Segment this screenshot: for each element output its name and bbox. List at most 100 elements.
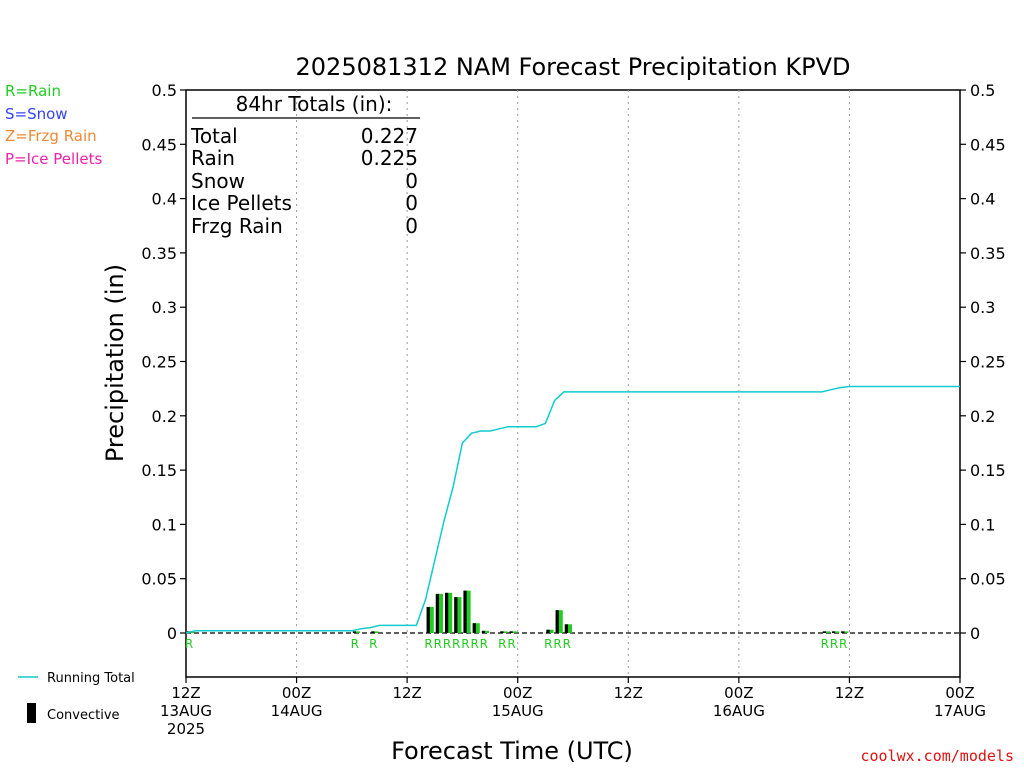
precip-bar — [564, 624, 572, 633]
left-tick-label: 0.25 — [141, 353, 177, 372]
left-tick-label: 0.3 — [152, 298, 177, 317]
right-tick-label: 0.25 — [970, 353, 1006, 372]
precip-bar — [841, 631, 849, 633]
precip-bar — [481, 630, 490, 633]
precip-type-label: R — [434, 637, 442, 651]
bottom-tick-label: 14AUG — [271, 702, 323, 720]
bottom-tick-label: 00Z — [503, 684, 532, 702]
precip-bar — [371, 631, 379, 633]
right-axis: 0.5 0.45 0.4 0.35 0.3 0.25 0.2 0.15 0.1 0.05 0 — [960, 81, 1006, 643]
left-tick-label: 0.4 — [152, 190, 177, 209]
precip-type-label: R — [544, 637, 552, 651]
precip-type-label: R — [470, 637, 478, 651]
convective-bar — [472, 623, 476, 633]
precip-type-label: R — [369, 637, 377, 651]
x-axis-title: Forecast Time (UTC) — [391, 737, 633, 765]
precip-bar — [500, 631, 508, 633]
precip-type-legend: R=Rain S=Snow Z=Frzg Rain P=Ice Pellets — [5, 82, 102, 168]
precip-type-label: R — [553, 637, 561, 651]
y-axis-title: Precipitation (in) — [101, 264, 129, 462]
bottom-tick-label: 15AUG — [492, 702, 544, 720]
convective-bar — [832, 631, 836, 633]
precip-bar — [454, 597, 462, 633]
convective-legend-swatch — [27, 703, 36, 723]
precip-type-label: R — [821, 637, 829, 651]
right-tick-label: 0.3 — [970, 298, 995, 317]
left-tick-label: 0.15 — [141, 461, 177, 480]
precip-type-label: R — [351, 637, 359, 651]
precip-type-label: R — [480, 637, 488, 651]
totals-ice-pellets-label: Ice Pellets — [191, 191, 292, 215]
totals-heading: 84hr Totals (in): — [236, 92, 393, 116]
convective-bar — [445, 592, 449, 633]
chart-title: 2025081312 NAM Forecast Precipitation KP… — [296, 53, 851, 81]
convective-bar — [371, 631, 375, 633]
precip-bar — [426, 606, 434, 633]
right-tick-label: 0.45 — [970, 135, 1006, 154]
left-tick-label: 0.35 — [141, 244, 177, 263]
precip-type-label: R — [563, 637, 571, 651]
precip-bar — [555, 610, 563, 633]
precip-type-label: R — [461, 637, 469, 651]
right-tick-label: 0.05 — [970, 570, 1006, 589]
totals-panel: 84hr Totals (in): Total 0.227 Rain 0.225… — [190, 92, 420, 238]
totals-snow-value: 0 — [405, 169, 418, 193]
totals-ice-pellets-value: 0 — [405, 191, 418, 215]
convective-bar — [463, 590, 467, 633]
credit-text: coolwx.com/models — [860, 747, 1014, 765]
bottom-tick-label: 00Z — [945, 684, 974, 702]
running-total-legend-label: Running Total — [47, 671, 135, 686]
precip-type-label: R — [498, 637, 506, 651]
precip-type-label: R — [830, 637, 838, 651]
right-tick-label: 0 — [970, 624, 980, 643]
left-tick-label: 0.5 — [152, 81, 177, 100]
right-tick-label: 0.1 — [970, 515, 995, 534]
left-tick-label: 0.45 — [141, 135, 177, 154]
convective-bar — [555, 610, 559, 633]
precip-bar — [822, 631, 830, 633]
right-tick-label: 0.5 — [970, 81, 995, 100]
right-tick-label: 0.2 — [970, 407, 995, 426]
precip-type-label: R — [507, 637, 515, 651]
bottom-tick-label: 17AUG — [934, 702, 986, 720]
grid-lines — [296, 90, 850, 677]
convective-bar — [564, 624, 569, 633]
convective-bar — [500, 631, 504, 633]
series-legend: Running Total Convective — [18, 671, 135, 723]
precip-bar — [435, 593, 443, 633]
precip-type-label: R — [839, 637, 847, 651]
precip-type-label: R — [424, 637, 432, 651]
bottom-tick-label: 12Z — [392, 684, 421, 702]
right-tick-label: 0.4 — [970, 190, 995, 209]
precip-bar — [463, 590, 471, 633]
totals-frzg-rain-label: Frzg Rain — [191, 214, 283, 238]
precip-type-label: R — [443, 637, 451, 651]
totals-total-value: 0.227 — [361, 124, 418, 148]
bottom-tick-label: 13AUG — [160, 702, 212, 720]
convective-bar — [822, 631, 827, 633]
legend-rain: R=Rain — [5, 82, 61, 100]
right-tick-label: 0.15 — [970, 461, 1006, 480]
legend-snow: S=Snow — [5, 105, 68, 123]
convective-bar — [481, 630, 486, 633]
bottom-tick-label: 00Z — [724, 684, 753, 702]
precip-bar — [546, 629, 554, 633]
convective-bar — [426, 606, 430, 633]
precip-type-label: R — [185, 637, 193, 651]
precip-bars — [187, 590, 849, 633]
convective-bar — [841, 631, 845, 633]
right-tick-label: 0.35 — [970, 244, 1006, 263]
totals-frzg-rain-value: 0 — [405, 214, 418, 238]
left-tick-label: 0.05 — [141, 570, 177, 589]
bottom-tick-label: 12Z — [614, 684, 643, 702]
bottom-tick-label: 00Z — [282, 684, 311, 702]
totals-rain-label: Rain — [191, 146, 235, 170]
convective-bar — [454, 597, 458, 633]
legend-freezing-rain: Z=Frzg Rain — [5, 127, 97, 145]
left-tick-label: 0 — [167, 624, 177, 643]
bottom-tick-label: 16AUG — [713, 702, 765, 720]
precip-bar — [352, 631, 361, 633]
